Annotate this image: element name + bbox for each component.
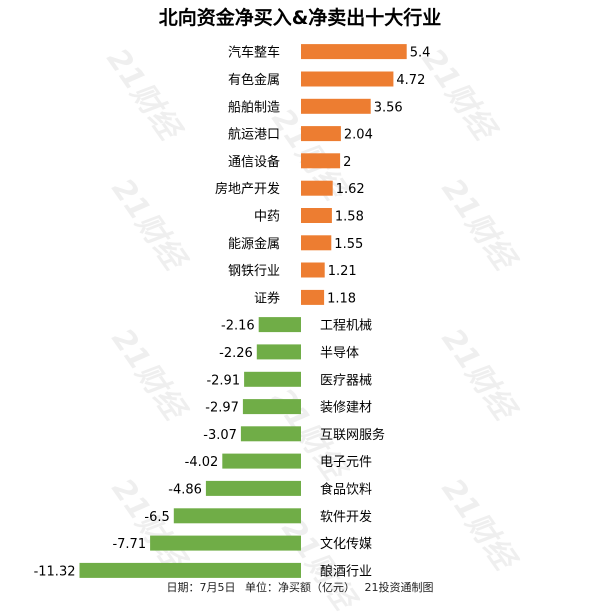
value-label-4: 2.04: [344, 128, 373, 143]
value-label-2: 4.72: [396, 73, 425, 88]
category-label-7: 中药: [254, 210, 280, 225]
bar-9: [301, 262, 325, 278]
category-label-11: 工程机械: [320, 319, 372, 334]
category-label-9: 钢铁行业: [228, 264, 280, 279]
value-label-8: 1.55: [334, 237, 363, 252]
bar-17: [205, 480, 301, 496]
category-label-13: 医疗器械: [320, 373, 372, 388]
category-label-6: 房地产开发: [215, 181, 280, 197]
bar-19: [150, 535, 301, 551]
bar-20: [79, 562, 301, 578]
bar-3: [301, 98, 371, 114]
bar-7: [301, 208, 332, 223]
category-label-20: 酿酒行业: [320, 563, 372, 579]
category-label-17: 食品饮料: [320, 481, 372, 497]
category-label-14: 装修建材: [320, 401, 372, 416]
category-label-12: 半导体: [320, 346, 359, 361]
category-label-8: 能源金属: [228, 236, 280, 252]
category-label-18: 软件开发: [320, 509, 372, 525]
bar-5: [301, 153, 341, 169]
category-label-5: 通信设备: [228, 154, 280, 170]
footer-date: 日期：7月5日: [166, 581, 236, 594]
category-label-4: 航运港口: [228, 127, 280, 143]
chart-title: 北向资金净买入&净卖出十大行业: [158, 7, 442, 29]
footer-source: 21投资通制图: [364, 581, 434, 594]
bar-6: [301, 180, 333, 196]
category-label-10: 证券: [254, 290, 280, 306]
value-label-7: 1.58: [335, 210, 364, 225]
bar-1: [301, 44, 407, 60]
value-label-17: -4.86: [168, 482, 202, 497]
value-label-20: -11.32: [34, 564, 76, 579]
bar-11: [258, 317, 301, 333]
value-label-12: -2.26: [219, 346, 253, 361]
chart-footer: 日期：7月5日 单位：净买额（亿元） 21投资通制图: [0, 579, 600, 595]
category-label-3: 船舶制造: [228, 99, 280, 115]
bar-14: [242, 399, 301, 415]
bar-chart: 汽车整车 5.4 有色金属 4.72 船舶制造 3.56 航运港口 2.04 通信设备 2 房地产开…: [34, 44, 431, 579]
bar-13: [244, 371, 301, 387]
value-label-15: -3.07: [203, 428, 237, 443]
bar-12: [256, 344, 301, 360]
value-label-1: 5.4: [410, 46, 431, 61]
bar-18: [173, 508, 301, 524]
category-label-2: 有色金属: [228, 72, 280, 88]
value-label-3: 3.56: [374, 100, 403, 115]
value-label-18: -6.5: [144, 510, 169, 525]
value-label-14: -2.97: [205, 401, 239, 416]
category-label-15: 互联网服务: [320, 427, 385, 443]
value-label-6: 1.62: [336, 182, 365, 197]
bar-15: [240, 426, 301, 442]
category-label-19: 文化传媒: [320, 537, 372, 552]
value-label-19: -7.71: [112, 537, 146, 552]
value-label-9: 1.21: [328, 264, 357, 279]
value-label-16: -4.02: [185, 455, 219, 470]
bar-8: [301, 235, 332, 251]
bar-2: [301, 71, 394, 87]
category-label-1: 汽车整车: [228, 45, 280, 61]
value-label-5: 2: [343, 155, 351, 170]
value-label-10: 1.18: [327, 291, 356, 306]
bar-10: [301, 289, 325, 305]
value-label-13: -2.91: [206, 373, 240, 388]
category-label-16: 电子元件: [320, 455, 372, 470]
value-label-11: -2.16: [221, 319, 255, 334]
footer-unit: 单位：净买额（亿元）: [245, 581, 355, 594]
bar-4: [301, 126, 341, 142]
bar-16: [222, 453, 301, 469]
